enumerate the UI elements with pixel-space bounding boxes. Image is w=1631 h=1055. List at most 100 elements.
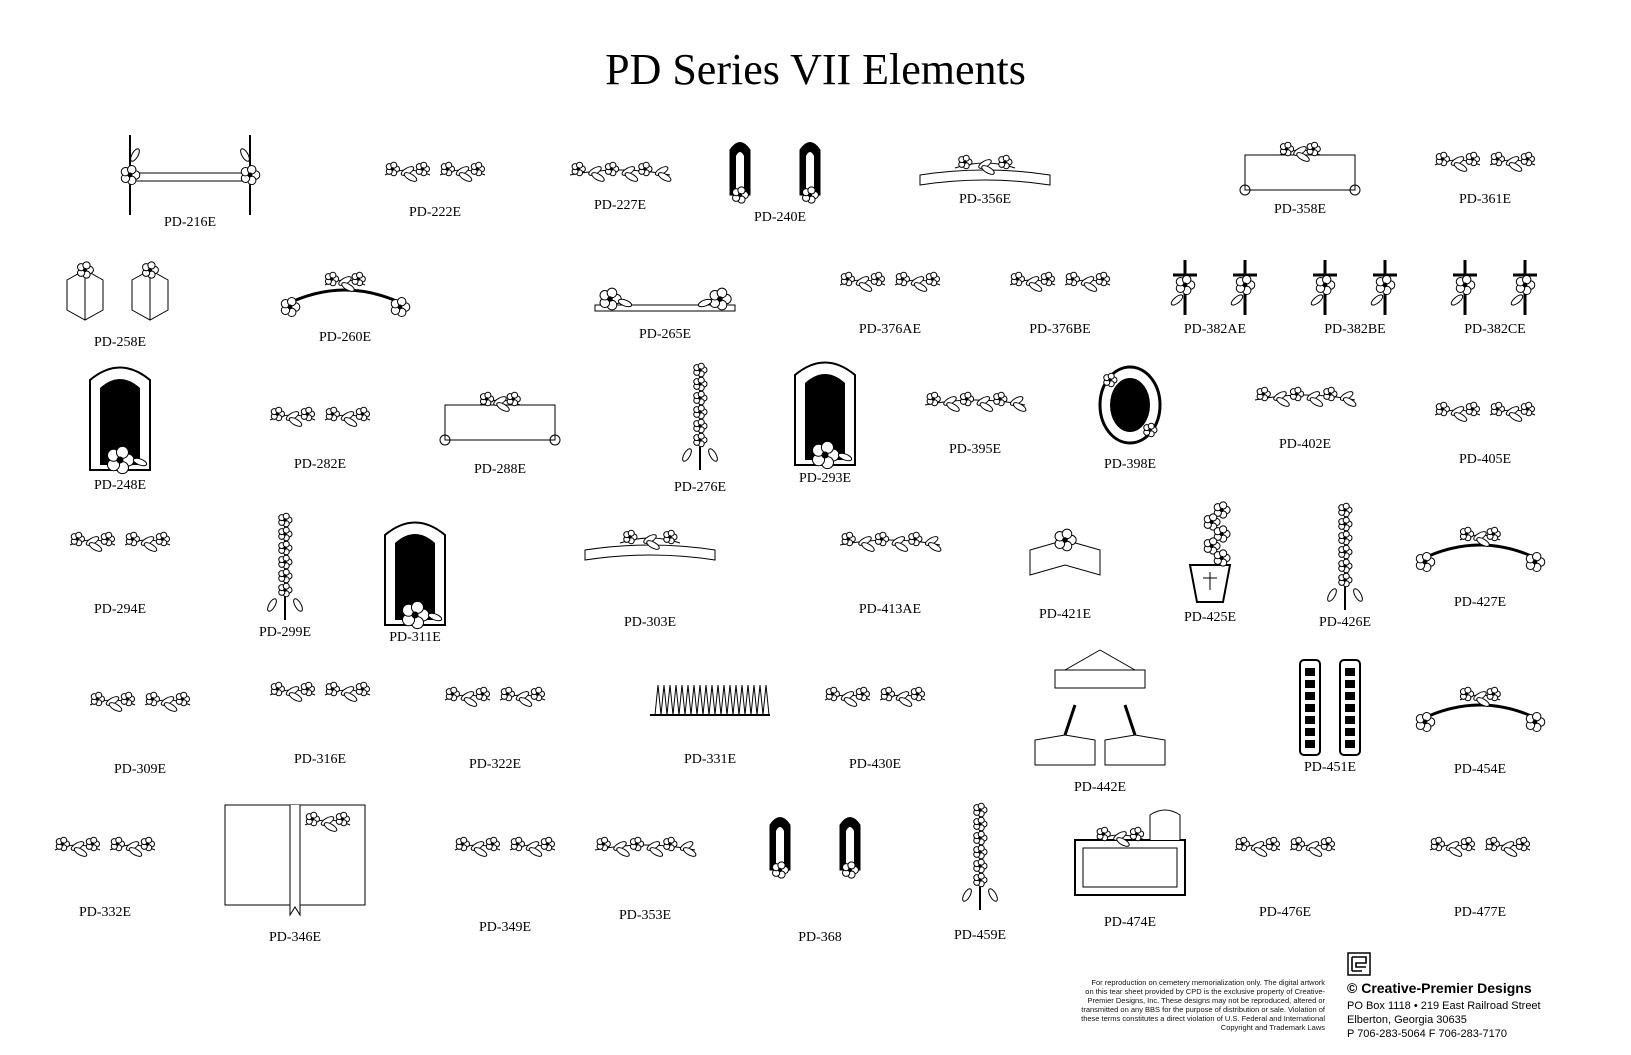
design-code-label: PD-425E — [1183, 610, 1237, 625]
design-element: PD-293E — [750, 345, 900, 486]
design-element: PD-299E — [210, 500, 360, 640]
design-code-label: PD-474E — [1103, 915, 1157, 930]
design-code-label: PD-356E — [958, 192, 1012, 207]
design-artwork — [444, 686, 546, 707]
design-code-label: PD-427E — [1453, 595, 1507, 610]
design-code-label: PD-346E — [268, 930, 322, 945]
design-artwork — [1434, 151, 1536, 172]
design-element: PD-398E — [1055, 345, 1205, 485]
company-name: © Creative-Premier Designs — [1347, 980, 1532, 996]
design-artwork — [682, 362, 718, 470]
design-code-label: PD-442E — [1073, 780, 1127, 795]
design-element: PD-276E — [625, 350, 775, 495]
design-element: PD-426E — [1270, 490, 1420, 630]
design-code-label: PD-382AE — [1183, 322, 1247, 337]
design-code-label: PD-426E — [1318, 615, 1372, 630]
design-code-label: PD-368 — [798, 930, 842, 945]
design-code-label: PD-332E — [78, 905, 132, 920]
design-element: PD-376BE — [985, 230, 1135, 370]
design-code-label: PD-402E — [1278, 437, 1332, 452]
design-code-label: PD-260E — [318, 330, 372, 345]
design-code-label: PD-353E — [618, 908, 672, 923]
design-element: PD-222E — [360, 120, 510, 260]
design-artwork — [1188, 501, 1232, 603]
design-element: PD-368 — [745, 795, 895, 945]
copyright-disclaimer: For reproduction on cemetery memorializa… — [1040, 978, 1325, 1032]
design-code-label: PD-322E — [468, 757, 522, 772]
design-artwork — [924, 391, 1027, 412]
design-element: PD-382AE — [1140, 230, 1290, 370]
design-element: PD-331E — [635, 640, 785, 780]
disclaimer-line: on this tear sheet provided by CPD is th… — [1085, 987, 1325, 996]
design-artwork — [729, 142, 821, 204]
design-code-label: PD-405E — [1458, 452, 1512, 467]
design-code-label: PD-288E — [473, 462, 527, 477]
design-element: PD-353E — [570, 795, 720, 935]
design-artwork — [439, 391, 561, 446]
design-element: PD-451E — [1255, 640, 1405, 780]
design-code-label: PD-227E — [593, 198, 647, 213]
design-artwork — [1170, 260, 1257, 315]
design-artwork — [1098, 365, 1162, 445]
design-code-label: PD-311E — [389, 630, 441, 645]
design-code-label: PD-430E — [848, 757, 902, 772]
design-artwork — [1415, 526, 1546, 573]
company-address-line1: PO Box 1118 • 219 East Railroad Street — [1347, 1000, 1541, 1012]
design-artwork — [1254, 386, 1357, 407]
design-element: PD-477E — [1405, 795, 1555, 935]
design-artwork — [824, 686, 926, 707]
design-element: PD-361E — [1410, 110, 1560, 250]
design-element: PD-265E — [590, 235, 740, 375]
page-title: PD Series VII Elements — [605, 45, 1026, 94]
design-artwork — [69, 531, 171, 552]
design-artwork — [1310, 260, 1397, 315]
design-artwork — [919, 154, 1051, 186]
design-artwork — [594, 836, 697, 857]
design-code-label: PD-216E — [163, 215, 217, 230]
design-element: PD-442E — [1025, 645, 1175, 795]
design-element: PD-216E — [115, 115, 265, 255]
design-code-label: PD-451E — [1303, 760, 1357, 775]
design-element: PD-474E — [1055, 795, 1205, 935]
design-artwork — [1074, 809, 1186, 896]
design-code-label: PD-294E — [93, 602, 147, 617]
design-code-label: PD-395E — [948, 442, 1002, 457]
design-artwork — [120, 135, 261, 215]
design-artwork — [769, 817, 861, 879]
design-element: PD-227E — [545, 120, 695, 260]
disclaimer-line: transmitted on any BBS for the purpose o… — [1081, 1005, 1325, 1014]
design-artwork — [1029, 528, 1101, 576]
design-artwork — [1434, 401, 1536, 422]
design-code-label: PD-265E — [638, 327, 692, 342]
design-code-label: PD-309E — [113, 762, 167, 777]
design-code-label: PD-303E — [623, 615, 677, 630]
design-code-label: PD-299E — [258, 625, 312, 640]
design-element: PD-421E — [990, 495, 1140, 635]
design-code-label: PD-382CE — [1464, 322, 1526, 337]
design-element: PD-240E — [705, 120, 855, 260]
design-code-label: PD-382BE — [1324, 322, 1386, 337]
design-artwork — [89, 366, 151, 475]
design-element: PD-358E — [1225, 120, 1375, 260]
design-code-label: PD-240E — [753, 210, 807, 225]
design-code-label: PD-358E — [1273, 202, 1327, 217]
design-code-label: PD-376BE — [1029, 322, 1091, 337]
design-element: PD-425E — [1135, 490, 1285, 630]
design-element: PD-349E — [430, 795, 580, 935]
design-element: PD-459E — [905, 790, 1055, 943]
design-element: PD-303E — [575, 495, 725, 635]
design-code-label: PD-248E — [93, 478, 147, 493]
design-element: PD-258E — [45, 235, 195, 375]
design-element: PD-476E — [1210, 795, 1360, 935]
design-code-label: PD-413AE — [858, 602, 922, 617]
design-artwork — [1034, 649, 1166, 766]
design-artwork — [269, 681, 371, 702]
design-element: PD-332E — [30, 795, 180, 935]
design-artwork — [594, 287, 736, 312]
disclaimer-line: Copyright and Trademark Laws — [1220, 1023, 1325, 1032]
design-artwork — [1415, 686, 1546, 733]
design-element: PD-430E — [800, 645, 950, 785]
design-element: PD-382BE — [1280, 230, 1430, 370]
design-artwork — [1299, 659, 1361, 756]
